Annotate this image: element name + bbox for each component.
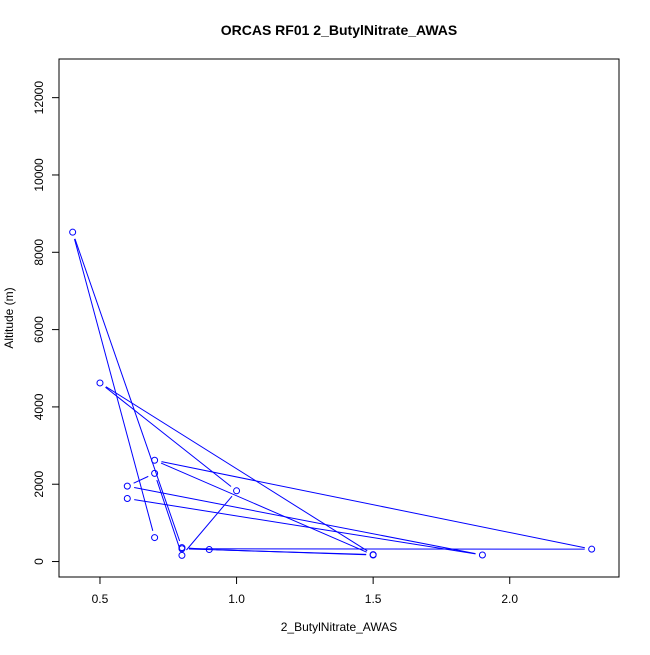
chart-title: ORCAS RF01 2_ButylNitrate_AWAS: [221, 22, 458, 38]
x-tick-label: 2.0: [501, 592, 518, 606]
x-tick-label: 1.5: [365, 592, 382, 606]
y-axis-label: Altitude (m): [2, 287, 16, 348]
y-tick-label: 6000: [32, 316, 46, 343]
y-tick-label: 0: [32, 558, 46, 565]
y-tick-label: 4000: [32, 393, 46, 420]
y-tick-label: 10000: [32, 158, 46, 192]
y-tick-label: 8000: [32, 239, 46, 266]
x-tick-label: 1.0: [228, 592, 245, 606]
y-tick-label: 12000: [32, 81, 46, 115]
y-tick-label: 2000: [32, 471, 46, 498]
x-axis-label: 2_ButylNitrate_AWAS: [281, 620, 398, 634]
x-tick-label: 0.5: [92, 592, 109, 606]
